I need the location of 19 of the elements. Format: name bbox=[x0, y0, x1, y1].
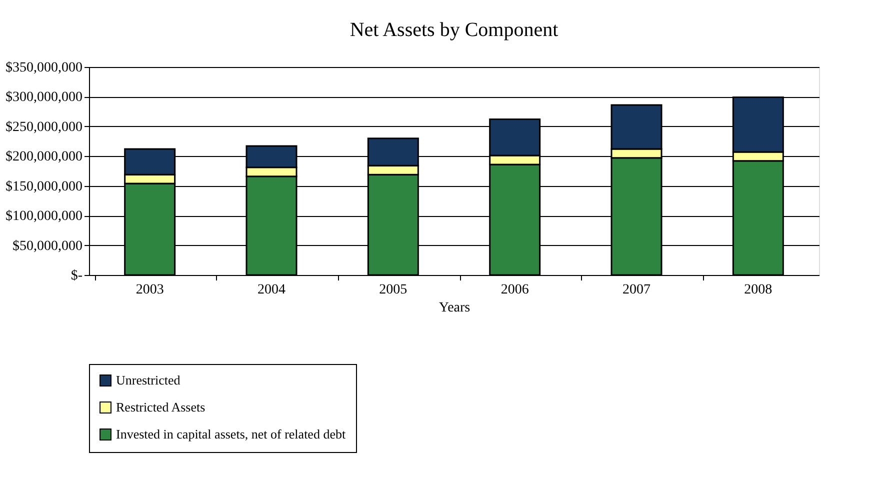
y-tick-label: $300,000,000 bbox=[6, 90, 82, 106]
y-tick-label: $150,000,000 bbox=[6, 179, 82, 194]
chart-title: Net Assets by Component bbox=[350, 19, 559, 41]
y-tick-label: $200,000,000 bbox=[6, 150, 82, 165]
y-tick-label: $250,000,000 bbox=[6, 120, 82, 135]
x-tick-label: 2003 bbox=[136, 282, 164, 298]
y-tick-label: $- bbox=[70, 268, 83, 284]
legend-label: Invested in capital assets, net of related debt bbox=[116, 426, 346, 442]
x-tick-label: 2007 bbox=[622, 282, 650, 298]
x-tick-label: 2006 bbox=[500, 282, 529, 298]
y-tick-label: $50,000,000 bbox=[12, 238, 82, 254]
y-tick-label: $350,000,000 bbox=[6, 60, 82, 76]
legend-label: Unrestricted bbox=[116, 372, 181, 388]
x-tick-label: 2005 bbox=[379, 282, 408, 298]
x-axis-title: Years bbox=[438, 300, 470, 316]
x-tick-label: 2008 bbox=[744, 282, 772, 298]
y-tick-label: $100,000,000 bbox=[6, 209, 82, 224]
x-tick-label: 2004 bbox=[258, 282, 286, 298]
legend-label: Restricted Assets bbox=[116, 400, 206, 414]
